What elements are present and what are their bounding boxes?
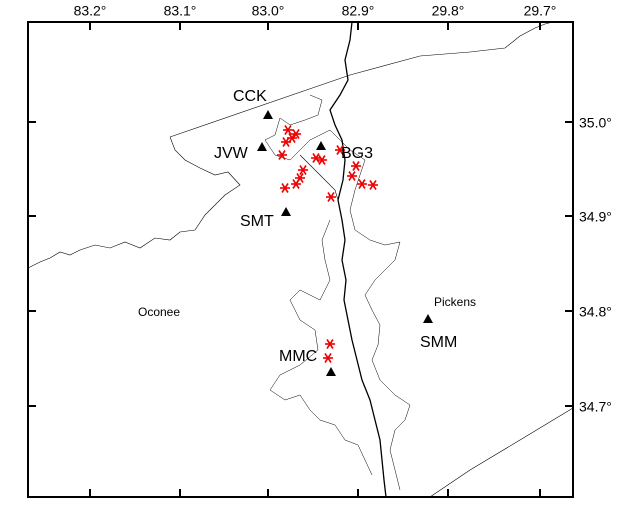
station-label: JVW xyxy=(214,145,249,162)
region-label: Oconee xyxy=(138,305,180,319)
map-frame xyxy=(27,21,574,498)
county-boundary xyxy=(299,154,339,201)
station-markers xyxy=(257,110,433,376)
station-label: BG3 xyxy=(341,145,373,162)
lon-label: 83.2° xyxy=(74,3,107,19)
county-boundary xyxy=(429,407,574,498)
station-label: SMT xyxy=(240,213,274,230)
lon-label: 82.9° xyxy=(342,3,375,19)
lat-label: 34.8° xyxy=(579,304,612,320)
ticks xyxy=(28,22,573,497)
river xyxy=(329,21,387,498)
lake-shore xyxy=(269,219,373,476)
station-label: MMC xyxy=(279,348,317,365)
lat-label: 35.0° xyxy=(579,115,612,131)
station-label: SMM xyxy=(420,334,457,351)
lon-label: 83.0° xyxy=(252,3,285,19)
region-label: Pickens xyxy=(434,295,476,309)
state-boundary xyxy=(169,21,554,138)
lon-label: 29.8° xyxy=(432,3,465,19)
county-boundary xyxy=(27,136,241,269)
lat-label: 34.7° xyxy=(579,399,612,415)
lake-shore xyxy=(264,94,411,491)
station-label: CCK xyxy=(233,88,267,105)
lon-label: 83.1° xyxy=(164,3,197,19)
lon-label: 29.7° xyxy=(524,3,557,19)
lat-label: 34.9° xyxy=(579,209,612,225)
